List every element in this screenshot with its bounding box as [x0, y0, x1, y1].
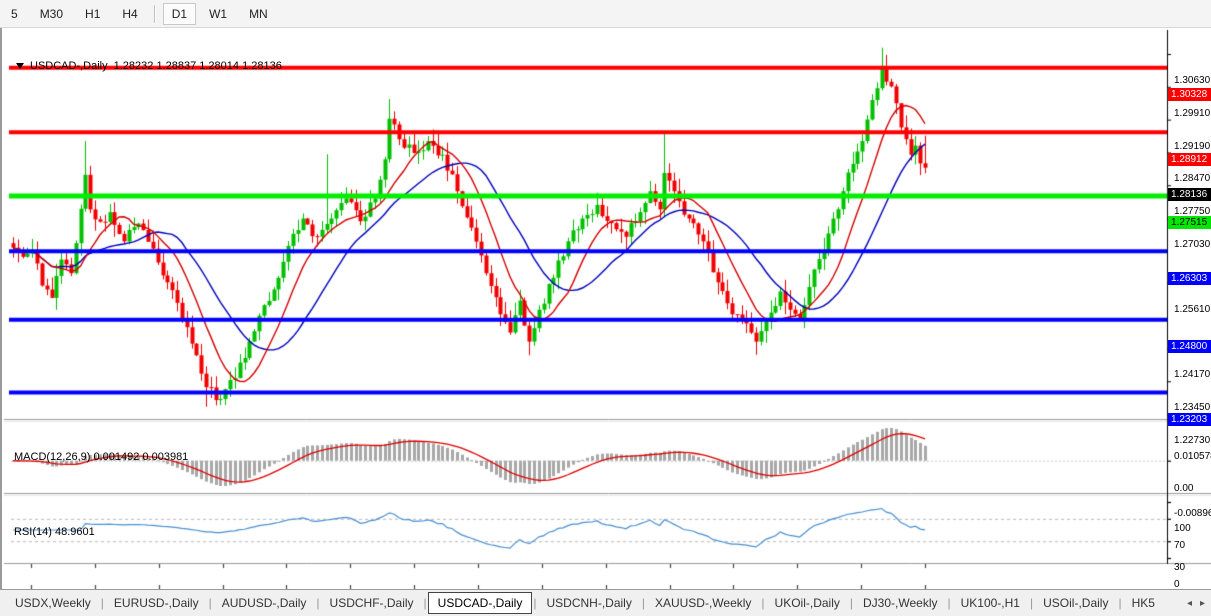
- price-tick-label: 1.27030: [1174, 239, 1211, 251]
- rsi-scale-30: 30: [1174, 562, 1186, 574]
- rsi-pane-title: RSI(14) 48.9601: [14, 526, 95, 538]
- chart-tab-eurusd-daily[interactable]: EURUSD-,Daily: [113, 596, 199, 610]
- price-tick-label: 1.27750: [1174, 206, 1211, 218]
- tab-separator: |: [533, 596, 537, 610]
- tab-separator: |: [947, 596, 951, 610]
- macd-scale-zero: 0.00: [1174, 482, 1194, 494]
- chart-ohlc-values: 1.28232 1.28837 1.28014 1.28136: [113, 60, 282, 72]
- macd-indicator-values: 0.001492 0.003981: [93, 451, 189, 463]
- price-tick-label: 1.30630: [1174, 75, 1211, 86]
- chart-canvas[interactable]: [2, 28, 1211, 590]
- timeframe-button-d1[interactable]: D1: [162, 2, 197, 25]
- price-tick-label: 1.28470: [1174, 173, 1211, 185]
- chart-tab-audusd-daily[interactable]: AUDUSD-,Daily: [221, 596, 307, 610]
- chart-tab-ukoil-daily[interactable]: UKOil-,Daily: [774, 596, 840, 610]
- chart-symbol-label: USDCAD-,Daily: [30, 60, 108, 72]
- tab-separator: |: [423, 596, 427, 610]
- macd-scale-min: -0.00896: [1174, 508, 1211, 519]
- timeframe-toolbar: 5 M30 H1 H4 D1 W1 MN: [0, 0, 1211, 28]
- price-tick-label: 1.25610: [1174, 303, 1211, 315]
- price-level-badge-support: 1.24800: [1168, 340, 1211, 354]
- price-level-badge-resistance: 1.28912: [1168, 152, 1211, 166]
- timeframe-button-mn[interactable]: MN: [249, 6, 268, 21]
- chart-tabs-strip: USDX,Weekly | EURUSD-,Daily | AUDUSD-,Daily |…: [6, 592, 1187, 614]
- price-level-badge-resistance: 1.30328: [1168, 88, 1211, 102]
- price-tick-label: 1.24170: [1174, 369, 1211, 381]
- chart-tab-uk100-h1[interactable]: UK100-,H1: [960, 596, 1020, 610]
- tab-scroll-right-icon[interactable]: ▸: [1199, 597, 1205, 609]
- tab-separator: |: [316, 596, 320, 610]
- tab-separator: |: [849, 596, 854, 610]
- rsi-scale-70: 70: [1174, 539, 1186, 551]
- timeframe-button-m30[interactable]: M30: [39, 6, 64, 21]
- timeframe-button-h1[interactable]: H1: [85, 6, 101, 21]
- price-tick-label: 1.23450: [1174, 402, 1211, 414]
- timeframe-button-5[interactable]: 5: [11, 6, 18, 21]
- chart-window: USDCAD-,Daily 1.28232 1.28837 1.28014 1.…: [0, 27, 1211, 607]
- price-level-badge-current-price: 1.28136: [1168, 188, 1211, 202]
- rsi-indicator-value: 48.9601: [54, 526, 95, 538]
- price-level-badge-support: 1.26303: [1168, 271, 1211, 285]
- tab-separator: |: [641, 596, 645, 610]
- chart-tab-bar: USDX,Weekly | EURUSD-,Daily | AUDUSD-,Daily |…: [0, 589, 1211, 616]
- rsi-scale-0: 0: [1174, 579, 1180, 590]
- price-level-badge-support: 1.27515: [1168, 216, 1211, 230]
- toolbar-divider: [153, 4, 156, 23]
- main-pane-title: USDCAD-,Daily 1.28232 1.28837 1.28014 1.…: [16, 60, 282, 72]
- price-tick-label: 1.29190: [1174, 140, 1211, 152]
- chart-tab-usdchf-daily[interactable]: USDCHF-,Daily: [329, 596, 414, 610]
- macd-scale-max: 0.010578: [1174, 451, 1211, 462]
- rsi-scale-100: 100: [1174, 523, 1191, 534]
- price-level-badge-support: 1.23203: [1168, 413, 1211, 427]
- tab-separator: |: [761, 596, 765, 610]
- rsi-indicator-label: RSI(14): [14, 526, 52, 538]
- tab-scroll-controls: ◂ ▸: [1187, 598, 1211, 609]
- tab-separator: |: [1118, 596, 1122, 610]
- price-tick-label: 1.22730: [1174, 435, 1211, 447]
- chart-tab-xauusd-weekly[interactable]: XAUUSD-,Weekly: [654, 596, 752, 610]
- timeframe-button-w1[interactable]: W1: [209, 6, 228, 21]
- macd-pane-title: MACD(12,26,9) 0.001492 0.003981: [14, 451, 188, 463]
- chart-tab-usoil-daily[interactable]: USOil-,Daily: [1043, 596, 1109, 610]
- tab-scroll-left-icon[interactable]: ◂: [1186, 597, 1192, 609]
- chart-tab-usdcad-daily[interactable]: USDCAD-,Daily: [427, 592, 533, 614]
- price-tick-label: 1.29910: [1174, 107, 1211, 119]
- timeframe-button-h4[interactable]: H4: [122, 6, 138, 21]
- tab-separator: |: [100, 596, 104, 610]
- tab-separator: |: [208, 596, 212, 610]
- chart-tab-hk5[interactable]: HK5: [1131, 596, 1155, 610]
- tab-separator: |: [1029, 596, 1034, 610]
- chart-tab-dj30-weekly[interactable]: DJ30-,Weekly: [863, 596, 938, 610]
- macd-indicator-label: MACD(12,26,9): [14, 451, 91, 463]
- chart-tab-usdcnh-daily[interactable]: USDCNH-,Daily: [546, 596, 632, 610]
- chart-dropdown-icon[interactable]: [16, 63, 24, 69]
- chart-tab-usdx-weekly[interactable]: USDX,Weekly: [15, 596, 91, 610]
